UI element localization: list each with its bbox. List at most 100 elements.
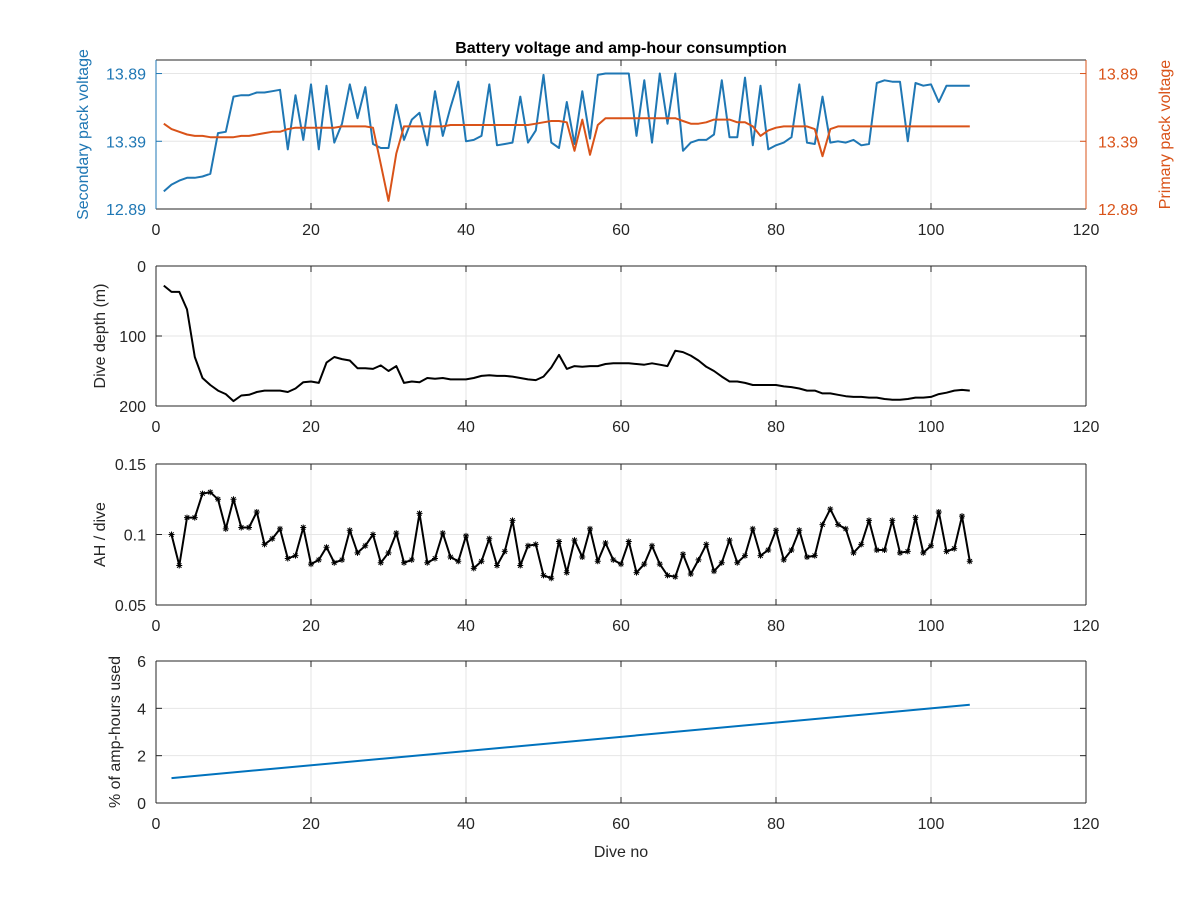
data-point: [765, 547, 772, 554]
y2-tick-label: 12.89: [1098, 202, 1138, 219]
data-point: [556, 538, 562, 545]
data-point: [850, 549, 857, 556]
data-point: [602, 539, 609, 546]
data-point: [835, 521, 841, 528]
x-tick-label: 40: [457, 419, 475, 436]
data-point: [509, 517, 516, 524]
data-point: [804, 554, 810, 561]
y-tick-label: 6: [137, 654, 146, 671]
y-tick-label: 100: [119, 329, 146, 346]
y-tick-label: 200: [119, 399, 146, 416]
data-point: [215, 496, 221, 503]
data-point: [788, 547, 795, 554]
y-axis-label: Dive depth (m): [92, 284, 109, 389]
data-point: [711, 568, 717, 575]
series-line-2-1: [163, 284, 970, 403]
series-line-1-1: [163, 72, 970, 193]
data-point: [393, 530, 400, 537]
data-point: [819, 521, 826, 528]
data-point: [904, 548, 911, 555]
data-point: [362, 542, 369, 549]
data-point: [323, 544, 330, 551]
data-point: [842, 525, 849, 532]
data-point: [432, 555, 438, 562]
data-point: [261, 541, 268, 548]
data-point: [416, 510, 423, 517]
data-point: [695, 556, 702, 563]
data-point: [501, 548, 508, 555]
data-point: [517, 562, 524, 569]
x-tick-label: 60: [612, 222, 630, 239]
data-point: [625, 538, 632, 545]
data-point: [377, 559, 384, 566]
y-tick-label: 2: [137, 749, 146, 766]
y2-axis-label: Primary pack voltage: [1157, 60, 1174, 209]
x-tick-label: 20: [302, 816, 320, 833]
data-point: [935, 508, 942, 515]
x-tick-label: 100: [918, 618, 945, 635]
data-point: [703, 541, 710, 548]
data-point: [455, 558, 462, 565]
data-point: [912, 514, 919, 521]
x-axis-label: Dive no: [594, 844, 648, 861]
x-tick-label: 20: [302, 618, 320, 635]
y-tick-label: 4: [137, 701, 146, 718]
data-point: [207, 489, 214, 496]
y-axis-label: Secondary pack voltage: [75, 49, 92, 220]
data-point: [718, 559, 725, 566]
x-tick-label: 120: [1073, 222, 1100, 239]
data-point: [385, 549, 392, 556]
data-point: [594, 558, 601, 565]
data-point: [191, 514, 198, 521]
x-tick-label: 60: [612, 419, 630, 436]
x-tick-label: 20: [302, 222, 320, 239]
data-point: [548, 575, 555, 582]
data-point: [827, 506, 834, 513]
data-point: [339, 556, 345, 563]
data-point: [687, 570, 694, 577]
data-point: [424, 559, 431, 566]
data-point: [951, 545, 958, 552]
data-point: [749, 525, 756, 532]
y-tick-label: 13.39: [106, 134, 146, 151]
data-point: [866, 517, 872, 524]
data-point: [176, 562, 183, 569]
series-line-4-1: [171, 703, 970, 780]
data-point: [928, 542, 934, 549]
x-tick-label: 0: [152, 816, 161, 833]
data-point: [672, 573, 679, 580]
data-point: [331, 559, 338, 566]
data-point: [315, 556, 322, 563]
y-tick-label: 0.1: [124, 528, 146, 545]
x-tick-label: 60: [612, 816, 630, 833]
data-point: [726, 537, 733, 544]
x-tick-label: 80: [767, 618, 785, 635]
data-point: [796, 527, 803, 534]
y-axis-label: AH / dive: [92, 502, 109, 567]
x-tick-label: 0: [152, 419, 161, 436]
data-point: [401, 559, 407, 566]
data-point: [540, 572, 547, 579]
data-point: [439, 530, 446, 537]
data-point: [199, 490, 206, 497]
data-point: [780, 556, 787, 563]
y-tick-label: 12.89: [106, 202, 146, 219]
x-tick-label: 80: [767, 222, 785, 239]
y-tick-label: 0.05: [115, 598, 146, 615]
data-point: [284, 555, 291, 562]
y-axis-label: % of amp-hours used: [107, 656, 124, 808]
data-point: [966, 558, 973, 565]
data-point: [873, 547, 880, 554]
data-point: [486, 535, 493, 542]
x-tick-label: 40: [457, 222, 475, 239]
data-point: [811, 552, 818, 559]
y2-tick-label: 13.39: [1098, 134, 1138, 151]
data-point: [470, 565, 477, 572]
x-tick-label: 120: [1073, 419, 1100, 436]
x-tick-label: 100: [918, 222, 945, 239]
data-point: [300, 524, 307, 531]
x-tick-label: 100: [918, 419, 945, 436]
x-tick-label: 60: [612, 618, 630, 635]
data-point: [494, 562, 500, 569]
